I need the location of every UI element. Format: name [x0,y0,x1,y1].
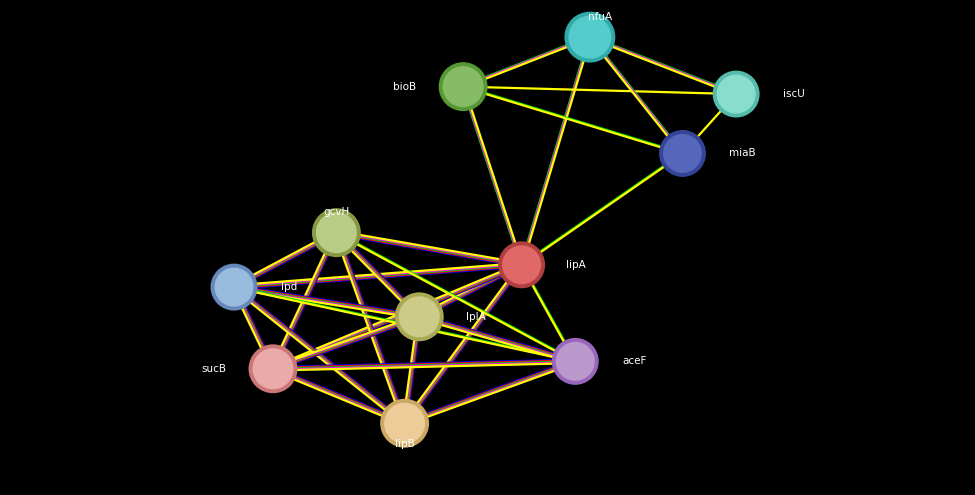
Ellipse shape [396,293,443,341]
Ellipse shape [250,345,296,393]
Ellipse shape [440,63,487,110]
Text: lipB: lipB [395,439,414,449]
Ellipse shape [444,67,483,106]
Ellipse shape [660,131,705,176]
Ellipse shape [569,16,610,58]
Text: lipA: lipA [566,260,585,270]
Text: iscU: iscU [783,89,804,99]
Ellipse shape [385,403,424,443]
Ellipse shape [714,71,759,117]
Text: gcvH: gcvH [324,207,349,217]
Text: miaB: miaB [729,148,756,158]
Text: aceF: aceF [622,356,646,366]
Ellipse shape [566,12,614,62]
Ellipse shape [254,349,292,389]
Ellipse shape [400,297,439,337]
Ellipse shape [557,343,594,380]
Ellipse shape [664,135,701,172]
Text: sucB: sucB [201,364,226,374]
Ellipse shape [212,264,256,310]
Ellipse shape [215,268,253,306]
Ellipse shape [553,339,598,384]
Text: lpd: lpd [281,282,297,292]
Ellipse shape [718,75,755,113]
Ellipse shape [499,242,544,288]
Ellipse shape [381,399,428,447]
Ellipse shape [317,213,356,252]
Ellipse shape [313,209,360,256]
Text: lplA: lplA [466,312,486,322]
Text: bioB: bioB [393,82,416,92]
Text: nfuA: nfuA [588,12,611,22]
Ellipse shape [503,246,540,284]
